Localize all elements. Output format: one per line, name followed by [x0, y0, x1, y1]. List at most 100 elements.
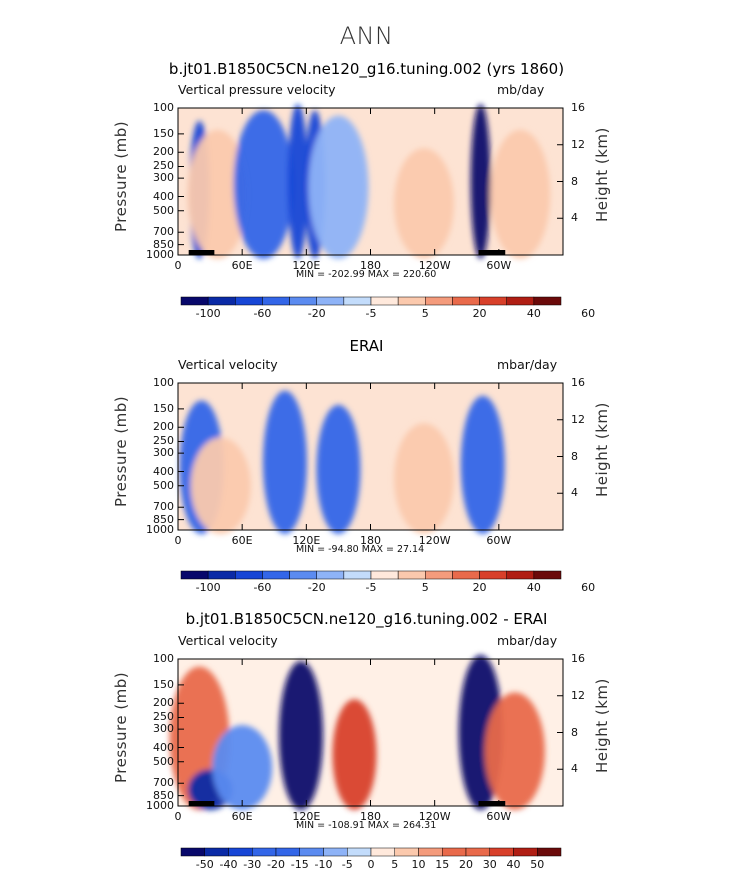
colorbar-box	[394, 847, 419, 857]
colorbar-tick-label: 60	[581, 581, 596, 594]
y-axis-label: Pressure (mb)	[112, 395, 130, 507]
topography-mask	[478, 250, 506, 255]
colorbar-box	[513, 847, 538, 857]
colorbar-tick-label: 5	[391, 858, 399, 871]
colorbar-tick-label: -20	[267, 858, 285, 871]
colorbar-tick-label: 5	[421, 581, 429, 594]
colorbar-box	[370, 847, 395, 857]
colorbar-tick-label: -20	[307, 307, 326, 320]
pressure-tick-label: 700	[153, 776, 174, 790]
pressure-tick-label: 400	[153, 464, 174, 478]
pressure-tick-label: 500	[153, 754, 174, 768]
y-right-axis-label: Height (km)	[593, 126, 611, 222]
longitude-tick-label: 120W	[418, 810, 451, 823]
min-max-label: MIN = -94.80 MAX = 27.14	[296, 544, 425, 555]
pressure-tick-label: 300	[153, 171, 174, 185]
colorbar-box	[533, 570, 562, 580]
colorbar-box	[397, 296, 426, 306]
colorbar-tick-label: 60	[581, 307, 596, 320]
longitude-tick-label: 0	[174, 810, 182, 823]
pressure-tick-label: 150	[153, 126, 174, 140]
colorbar-box	[370, 570, 399, 580]
colorbar-tick-label: -100	[195, 581, 221, 594]
pressure-tick-label: 100	[153, 101, 174, 114]
colorbar-box	[489, 847, 514, 857]
pressure-tick-label: 850	[153, 788, 174, 802]
panel-units-label: mbar/day	[497, 633, 558, 648]
panel-variable-label: Vertical pressure velocity	[178, 82, 336, 97]
colorbar-tick-label: -5	[341, 858, 353, 871]
contour-plot	[177, 104, 564, 259]
contour-plot	[169, 655, 564, 810]
contour-plot	[177, 382, 564, 534]
colorbar-box	[207, 570, 236, 580]
height-tick-label: 12	[571, 137, 585, 151]
colorbar-tick-label: -100	[195, 307, 221, 320]
colorbar-tick-label: 10	[411, 858, 426, 871]
height-tick-label: 8	[571, 725, 578, 739]
colorbar-box	[347, 847, 372, 857]
contour-feature	[278, 661, 323, 810]
contour-feature	[460, 395, 505, 534]
longitude-tick-label: 180	[360, 534, 381, 547]
figure-title: ANN	[339, 22, 394, 50]
pressure-tick-label: 400	[153, 740, 174, 754]
colorbar-tick-label: 40	[526, 581, 541, 594]
y-right-axis-label: Height (km)	[593, 401, 611, 497]
height-tick-label: 4	[571, 486, 578, 500]
colorbar-box	[465, 847, 490, 857]
colorbar-box	[533, 296, 562, 306]
topography-mask	[478, 801, 506, 806]
pressure-tick-label: 850	[153, 237, 174, 251]
colorbar-tick-label: -5	[365, 307, 377, 320]
panel-title: b.jt01.B1850C5CN.ne120_g16.tuning.002 (y…	[168, 60, 565, 78]
longitude-tick-label: 120E	[292, 259, 321, 272]
panel-variable-label: Vertical velocity	[178, 357, 278, 372]
colorbar-tick-label: -30	[243, 858, 262, 871]
longitude-tick-label: 60E	[231, 810, 253, 823]
colorbar-box	[235, 570, 263, 580]
contour-feature	[316, 404, 361, 534]
colorbar-box	[343, 296, 372, 306]
height-tick-label: 8	[571, 174, 578, 188]
colorbar-box	[343, 570, 372, 580]
colorbar-box	[316, 296, 345, 306]
pressure-tick-label: 300	[153, 446, 174, 460]
height-tick-label: 12	[571, 412, 585, 426]
colorbar-box	[316, 570, 345, 580]
contour-feature	[212, 725, 273, 810]
y-right-axis-label: Height (km)	[593, 677, 611, 773]
colorbar-box	[262, 570, 290, 580]
pressure-tick-label: 250	[153, 159, 174, 173]
height-tick-label: 8	[571, 449, 578, 463]
colorbar-box	[289, 296, 317, 306]
colorbar-box	[397, 570, 426, 580]
longitude-tick-label: 60E	[231, 534, 253, 547]
longitude-tick-label: 60W	[486, 810, 512, 823]
contour-feature	[233, 110, 294, 259]
colorbar-tick-label: 50	[530, 858, 545, 871]
colorbar-tick-label: -60	[253, 581, 272, 594]
colorbar-box	[506, 570, 535, 580]
pressure-tick-label: 100	[153, 376, 174, 389]
colorbar-tick-label: -20	[307, 581, 326, 594]
contour-feature	[262, 390, 307, 534]
colorbar-tick-label: 15	[435, 858, 450, 871]
longitude-tick-label: 0	[174, 259, 182, 272]
colorbar	[180, 847, 562, 857]
colorbar-tick-label: -15	[290, 858, 309, 871]
contour-feature	[393, 148, 454, 259]
topography-mask	[188, 801, 215, 806]
height-tick-label: 4	[571, 762, 578, 776]
panel-units-label: mbar/day	[497, 357, 558, 372]
colorbar-box	[299, 847, 324, 857]
longitude-tick-label: 120E	[292, 810, 321, 823]
pressure-tick-label: 200	[153, 145, 174, 159]
longitude-tick-label: 0	[174, 534, 182, 547]
contour-feature	[490, 129, 551, 259]
colorbar-box	[452, 570, 480, 580]
colorbar-box	[479, 570, 507, 580]
colorbar-box	[506, 296, 535, 306]
contour-feature	[484, 692, 545, 810]
pressure-tick-label: 200	[153, 696, 174, 710]
